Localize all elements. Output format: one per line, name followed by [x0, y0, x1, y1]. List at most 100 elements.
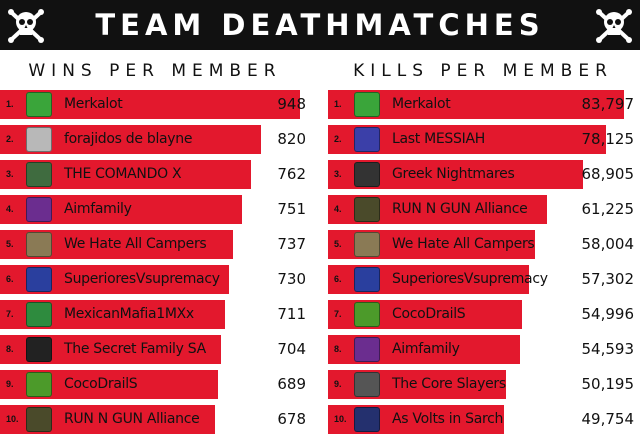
list-item: 6. SuperioresVsupremacy 57,302	[328, 265, 638, 294]
score-value: 711	[277, 305, 306, 323]
list-item: 2. forajidos de blayne 820	[0, 125, 310, 154]
rank-label: 7.	[334, 309, 342, 319]
rank-label: 5.	[6, 239, 14, 249]
skull-crossbones-icon	[8, 9, 44, 43]
rank-label: 10.	[6, 414, 19, 424]
rank-label: 1.	[6, 99, 14, 109]
gorilla-emblem-icon	[26, 407, 52, 432]
rank-label: 4.	[334, 204, 342, 214]
list-item: 5. We Hate All Campers 58,004	[328, 230, 638, 259]
team-name: RUN N GUN Alliance	[64, 411, 200, 427]
soldier-emblem-icon	[26, 162, 52, 187]
score-value: 49,754	[581, 410, 635, 428]
team-name: Merkalot	[392, 96, 451, 112]
team-name: CocoDrailS	[64, 376, 138, 392]
team-name: Greek Nightmares	[392, 166, 515, 182]
score-value: 820	[277, 130, 306, 148]
score-value: 762	[277, 165, 306, 183]
sketch-emblem-icon	[26, 127, 52, 152]
score-value: 948	[277, 95, 306, 113]
score-value: 57,302	[581, 270, 635, 288]
v-shield-emblem-icon	[26, 267, 52, 292]
list-item: 1. Merkalot 83,797	[328, 90, 638, 119]
score-value: 78,125	[581, 130, 635, 148]
score-value: 678	[277, 410, 306, 428]
rank-label: 6.	[6, 274, 14, 284]
list-item: 10. As Volts in Sarch 49,754	[328, 405, 638, 434]
list-item: 2. Last MESSIAH 78,125	[328, 125, 638, 154]
list-item: 6. SuperioresVsupremacy 730	[0, 265, 310, 294]
list-item: 4. Aimfamily 751	[0, 195, 310, 224]
score-value: 704	[277, 340, 306, 358]
list-item: 5. We Hate All Campers 737	[0, 230, 310, 259]
list-item: 1. Merkalot 948	[0, 90, 310, 119]
team-name: forajidos de blayne	[64, 131, 193, 147]
team-name: SuperioresVsupremacy	[392, 271, 548, 287]
list-item: 3. Greek Nightmares 68,905	[328, 160, 638, 189]
blue-skull-emblem-icon	[354, 127, 380, 152]
score-value: 83,797	[581, 95, 635, 113]
rank-label: 9.	[334, 379, 342, 389]
score-value: 737	[277, 235, 306, 253]
rank-label: 9.	[6, 379, 14, 389]
red-wing-emblem-icon	[26, 337, 52, 362]
team-name: CocoDrailS	[392, 306, 466, 322]
list-item: 8. The Secret Family SA 704	[0, 335, 310, 364]
score-value: 68,905	[581, 165, 635, 183]
team-name: MexicanMafia1MXx	[64, 306, 194, 322]
mexico-flag-icon	[26, 302, 52, 327]
rank-label: 3.	[6, 169, 14, 179]
team-name: The Secret Family SA	[64, 341, 206, 357]
skull-emblem-icon	[354, 372, 380, 397]
rank-label: 8.	[334, 344, 342, 354]
kills-panel: KILLS PER MEMBER 1. Merkalot 83,797 2. Last …	[328, 56, 638, 434]
list-item: 8. Aimfamily 54,593	[328, 335, 638, 364]
v-shield-emblem-icon	[354, 267, 380, 292]
team-name: We Hate All Campers	[392, 236, 535, 252]
rank-label: 7.	[6, 309, 14, 319]
gorilla-emblem-icon	[354, 197, 380, 222]
score-value: 751	[277, 200, 306, 218]
rank-label: 3.	[334, 169, 342, 179]
ninja-emblem-icon	[26, 197, 52, 222]
wins-panel: WINS PER MEMBER 1. Merkalot 948 2. forajidos…	[0, 56, 310, 434]
list-item: 3. THE COMANDO X 762	[0, 160, 310, 189]
team-name: Last MESSIAH	[392, 131, 485, 147]
rank-label: 2.	[334, 134, 342, 144]
team-name: The Core Slayers	[392, 376, 506, 392]
rank-label: 8.	[6, 344, 14, 354]
rank-label: 10.	[334, 414, 347, 424]
wins-panel-title: WINS PER MEMBER	[28, 61, 282, 81]
list-item: 7. MexicanMafia1MXx 711	[0, 300, 310, 329]
winged-emblem-icon	[354, 407, 380, 432]
merk-logo-icon	[354, 92, 380, 117]
team-name: Aimfamily	[64, 201, 132, 217]
page-title: TEAM DEATHMATCHES	[95, 8, 545, 42]
crocodile-emblem-icon	[26, 372, 52, 397]
team-name: THE COMANDO X	[64, 166, 182, 182]
merk-logo-icon	[26, 92, 52, 117]
score-value: 730	[277, 270, 306, 288]
team-name: As Volts in Sarch	[392, 411, 504, 427]
shield-emblem-icon	[354, 232, 380, 257]
skull-emblem-icon	[354, 162, 380, 187]
page-header: TEAM DEATHMATCHES	[0, 0, 640, 50]
skull-crossbones-icon	[596, 9, 632, 43]
rank-label: 1.	[334, 99, 342, 109]
rank-label: 2.	[6, 134, 14, 144]
team-name: Merkalot	[64, 96, 123, 112]
score-value: 54,996	[581, 305, 635, 323]
rank-label: 5.	[334, 239, 342, 249]
list-item: 10. RUN N GUN Alliance 678	[0, 405, 310, 434]
rank-label: 4.	[6, 204, 14, 214]
list-item: 7. CocoDrailS 54,996	[328, 300, 638, 329]
crocodile-emblem-icon	[354, 302, 380, 327]
score-value: 54,593	[581, 340, 635, 358]
shield-emblem-icon	[26, 232, 52, 257]
score-value: 50,195	[581, 375, 635, 393]
list-item: 9. The Core Slayers 50,195	[328, 370, 638, 399]
team-name: Aimfamily	[392, 341, 460, 357]
ninja-emblem-icon	[354, 337, 380, 362]
score-value: 689	[277, 375, 306, 393]
score-value: 61,225	[581, 200, 635, 218]
